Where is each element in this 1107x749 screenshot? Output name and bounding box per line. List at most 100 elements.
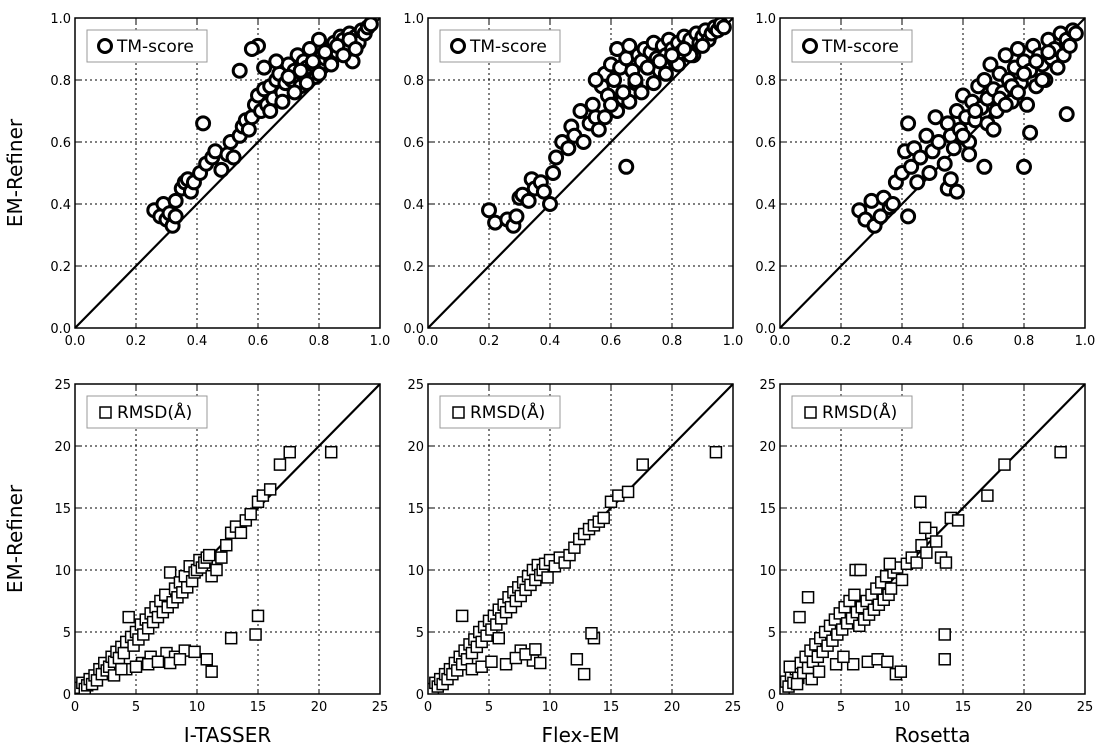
- x-tick-label: 0.4: [187, 334, 208, 349]
- x-tick-label: 1.0: [370, 334, 391, 349]
- data-point: [545, 165, 562, 181]
- y-tick-label: 0.4: [50, 198, 71, 213]
- data-point: [997, 96, 1014, 113]
- y-axis-label: EM-Refiner: [3, 118, 27, 227]
- data-point: [298, 75, 315, 92]
- x-tick-label: 5: [132, 700, 140, 715]
- x-tick-label: 25: [1077, 700, 1094, 715]
- data-points: [481, 18, 732, 234]
- data-point: [942, 171, 959, 188]
- data-point: [900, 208, 917, 225]
- data-point: [621, 485, 635, 499]
- data-point: [645, 75, 662, 92]
- legend: TM-score: [439, 29, 561, 63]
- data-point: [912, 149, 929, 166]
- x-tick-label: 10: [542, 700, 559, 715]
- y-tick-label: 1.0: [50, 12, 71, 27]
- data-point: [220, 538, 233, 552]
- x-tick-label: 0.0: [418, 334, 439, 349]
- y-tick-label: 25: [54, 378, 71, 393]
- data-point: [167, 208, 184, 225]
- data-point: [715, 19, 732, 36]
- data-point: [606, 72, 623, 88]
- data-point: [274, 93, 291, 110]
- data-point: [951, 514, 965, 527]
- y-tick-label: 0.0: [755, 322, 776, 337]
- data-point: [122, 610, 135, 624]
- data-point: [311, 65, 327, 82]
- x-tick-label: 15: [250, 700, 267, 715]
- x-tick-label: 5: [837, 700, 845, 715]
- data-points: [851, 22, 1084, 234]
- legend-marker: [802, 38, 818, 54]
- data-point: [256, 59, 273, 76]
- x-tick-label: 0.4: [892, 334, 913, 349]
- plot-frame: [74, 17, 381, 329]
- plot-frame: [427, 383, 734, 695]
- data-point: [1058, 106, 1075, 123]
- y-tick-label: 5: [63, 626, 71, 641]
- legend-label: TM-score: [821, 37, 899, 57]
- data-point: [234, 526, 248, 540]
- y-tick-label: 10: [407, 564, 424, 579]
- data-point: [938, 653, 951, 666]
- data-point: [362, 18, 379, 33]
- data-points: [428, 445, 723, 694]
- x-tick-label: 20: [664, 700, 681, 715]
- plot-frame: [779, 17, 1086, 329]
- y-tick-label: 1.0: [403, 12, 424, 27]
- y-axis-label: EM-Refiner: [3, 484, 27, 593]
- data-point: [243, 41, 260, 57]
- y-tick-label: 1.0: [755, 12, 776, 27]
- data-point: [985, 121, 1002, 138]
- y-tick-label: 25: [407, 378, 424, 393]
- legend-marker: [99, 406, 112, 419]
- data-point: [982, 56, 999, 73]
- data-point: [173, 653, 187, 666]
- data-point: [548, 149, 565, 166]
- x-tick-label: 25: [725, 700, 742, 715]
- data-point: [1034, 72, 1051, 88]
- data-point: [1022, 124, 1039, 141]
- data-point: [202, 548, 216, 562]
- x-tick-label: 0.0: [770, 334, 791, 349]
- y-tick-label: 0.0: [403, 322, 424, 337]
- data-point: [492, 631, 506, 645]
- data-point: [292, 62, 309, 79]
- legend: RMSD(Å): [439, 395, 561, 429]
- data-point: [541, 571, 554, 584]
- y-tick-label: 0: [63, 688, 71, 703]
- data-point: [910, 556, 923, 569]
- data-point: [829, 657, 843, 671]
- x-tick-label: 0.6: [248, 334, 269, 349]
- data-point: [262, 103, 279, 119]
- data-point: [976, 158, 993, 175]
- data-point: [981, 489, 994, 502]
- panel-2: 0.0 0.2 0.4 0.6 0.8 1.0 0.0 0.2 0.4 0.6 0.8 1.0 TM-s…: [403, 12, 743, 349]
- data-point: [570, 653, 584, 666]
- data-point: [249, 628, 262, 641]
- data-point: [280, 68, 297, 85]
- data-point: [914, 495, 927, 509]
- data-point: [283, 445, 296, 459]
- data-point: [542, 196, 558, 212]
- data-point: [976, 72, 993, 88]
- data-point: [938, 628, 951, 641]
- y-tick-label: 0.2: [755, 260, 776, 275]
- data-point: [347, 41, 364, 57]
- data-point: [694, 37, 711, 54]
- data-point: [883, 557, 897, 571]
- data-points: [75, 445, 338, 694]
- data-point: [590, 121, 607, 138]
- data-point: [921, 165, 938, 181]
- data-point: [783, 660, 797, 673]
- data-point: [268, 53, 285, 70]
- y-tick-label: 25: [759, 378, 776, 393]
- x-tick-label: 10: [894, 700, 911, 715]
- y-tick-label: 20: [54, 440, 71, 455]
- x-tick-label: 0.8: [662, 334, 683, 349]
- data-point: [997, 47, 1014, 64]
- data-point: [163, 566, 177, 579]
- x-tick-label: 20: [311, 700, 328, 715]
- data-point: [231, 62, 248, 79]
